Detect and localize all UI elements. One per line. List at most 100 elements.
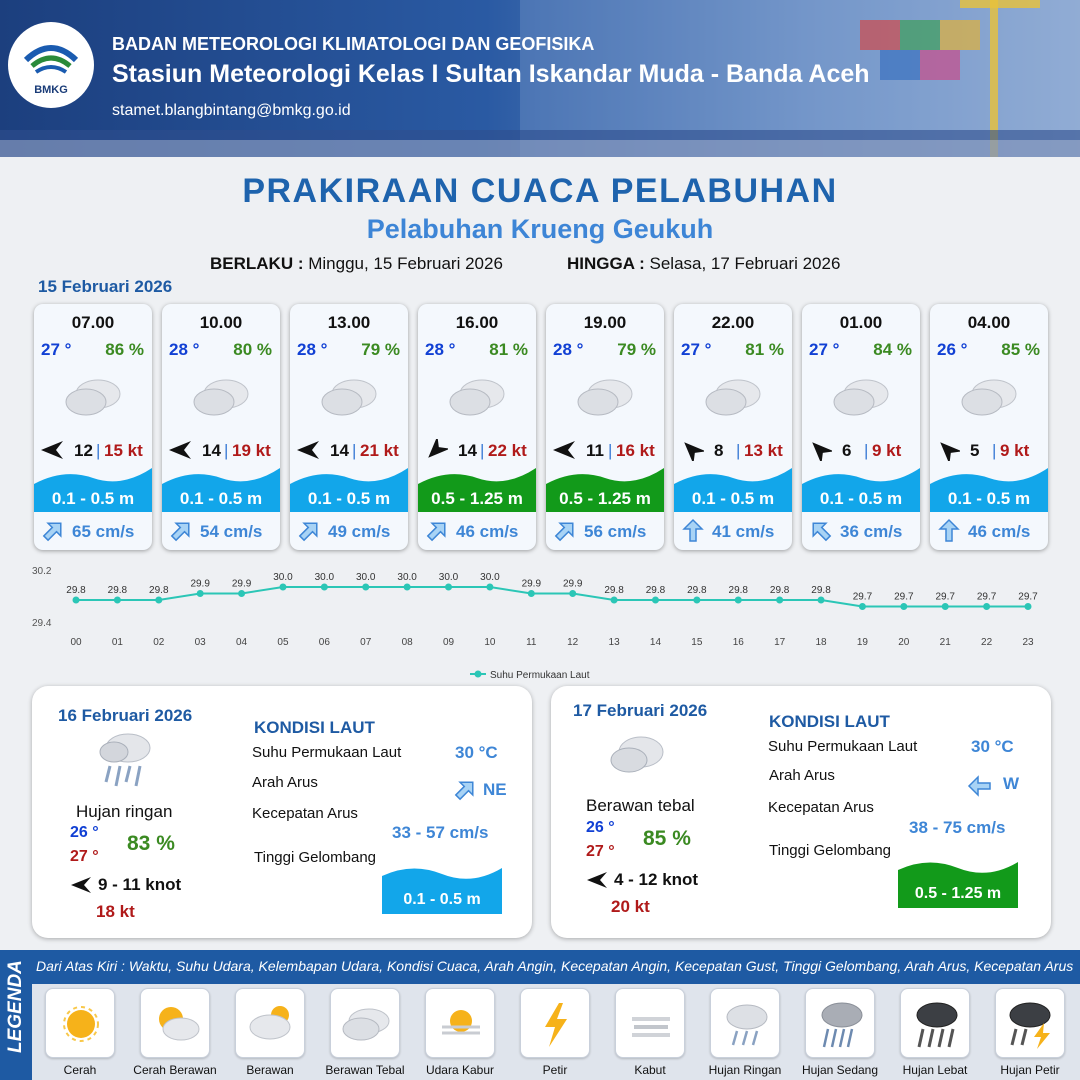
valid-to: HINGGA : Selasa, 17 Februari 2026 [567,254,840,274]
x-tick-label: 23 [1022,637,1034,648]
legend-icon-box [995,988,1065,1058]
x-tick-label: 19 [857,637,869,648]
x-tick-label: 05 [277,637,289,648]
x-tick-label: 21 [940,637,952,648]
valid-from-value: Minggu, 15 Februari 2026 [308,254,503,273]
fog-icon [632,1017,670,1037]
sst-data-label: 30.0 [480,572,500,583]
sunny-icon [63,1006,99,1042]
forecast-time: 13.00 [327,313,371,332]
forecast-wind: 6 | 9 kt [808,439,914,461]
legend-item: Kabut [605,988,695,1077]
x-tick-label: 15 [691,637,703,648]
sst-data-label: 29.8 [687,585,707,596]
forecast-temp: 27 ° [41,340,72,359]
current-arrow-icon [682,518,704,542]
legend-label: Kabut [634,1063,666,1077]
legend-icon-box [45,988,115,1058]
current-arrow-icon [170,522,190,542]
x-tick-label: 09 [443,637,455,648]
sst-data-label: 29.8 [66,585,86,596]
day2-date: 16 Februari 2026 [58,706,193,725]
legend-icon-box [330,988,400,1058]
day3-current-speed: 38 - 75 cm/s [909,818,1006,837]
forecast-wind: 5 | 9 kt [936,439,1042,461]
forecast-temp: 28 ° [169,340,200,359]
day3-date: 17 Februari 2026 [573,701,708,720]
legend-band [32,950,1080,984]
cloudy-icon [961,379,1017,416]
current-speed: 41 cm/s [712,522,775,541]
chart-legend-label: Suhu Permukaan Laut [490,670,590,681]
legend-label: Petir [542,1063,568,1077]
forecast-card: 01.00 27 ° 84 % 6 | 9 kt 0.1 - 0.5 m 36 … [802,304,920,550]
sst-data-point [362,583,370,591]
x-tick-label: 06 [319,637,331,648]
legend-icon-box [710,988,780,1058]
wind-arrow-icon [940,442,960,461]
sst-data-label: 29.8 [604,585,624,596]
current-speed: 56 cm/s [584,522,647,541]
current-speed: 46 cm/s [968,522,1031,541]
day3-temp-min: 26 ° [586,819,615,836]
forecast-card: 19.00 28 ° 79 % 11 | 16 kt 0.5 - 1.25 m … [546,304,664,550]
legend-label: Cerah Berawan [133,1063,217,1077]
forecast-wind: 12 | 15 kt [40,439,146,461]
day2-temp-min: 26 ° [70,824,99,841]
day3-sst-label: Suhu Permukaan Laut [768,738,918,755]
current-arrow-icon [426,522,446,542]
lightning-icon [545,1003,567,1047]
cloudy-icon [833,379,889,416]
sst-data-label: 30.0 [356,572,376,583]
thunderstorm-icon [1009,1002,1051,1049]
day2-sea-title: KONDISI LAUT [254,718,375,737]
agency-name: BADAN METEOROLOGI KLIMATOLOGI DAN GEOFIS… [112,34,595,54]
wind-separator: | [608,441,613,460]
forecast-current: 56 cm/s [546,516,664,546]
forecast-card: 10.00 28 ° 80 % 14 | 19 kt 0.1 - 0.5 m 5… [162,304,280,550]
wind-arrow-icon [684,442,704,461]
x-tick-label: 12 [567,637,579,648]
day2-current-speed-label: Kecepatan Arus [252,805,358,822]
forecast-card: 04.00 26 ° 85 % 5 | 9 kt 0.1 - 0.5 m 46 … [930,304,1048,550]
legend-label: Hujan Sedang [801,1063,879,1077]
wave-graphic [898,862,1018,908]
legend-item: Hujan Lebat [890,988,980,1077]
x-tick-label: 10 [484,637,496,648]
forecast-wind: 11 | 16 kt [552,439,658,461]
legend-title: LEGENDA [5,960,26,1053]
forecast-humidity: 79 % [617,340,656,359]
day2-wind: 9 - 11 knot [98,875,182,894]
sst-data-label: 30.0 [273,572,293,583]
day2-gust: 18 kt [96,902,135,921]
sst-data-point [403,583,411,591]
day3-sea-title: KONDISI LAUT [769,712,890,731]
contact-email[interactable]: stamet.blangbintang@bmkg.go.id [112,102,351,119]
port-illustration [0,0,1080,157]
forecast-card: 16.00 28 ° 81 % 14 | 22 kt 0.5 - 1.25 m … [418,304,536,550]
moderate-rain-icon [821,1002,863,1048]
current-speed: 46 cm/s [456,522,519,541]
day3-temp-max: 27 ° [586,843,615,860]
valid-to-label: HINGGA : [567,254,645,273]
sst-data-point [72,596,80,604]
wave-height: 0.1 - 0.5 m [691,489,775,508]
legend-description: Dari Atas Kiri : Waktu, Suhu Udara, Kele… [36,958,1074,974]
sst-data-label: 29.8 [770,585,790,596]
sst-data-label: 29.9 [563,579,583,590]
day3-panel: 17 Februari 2026 Berawan tebal 26 ° 27 °… [551,686,1051,938]
day2-current-dir: NE [483,780,507,799]
forecast-current: 41 cm/s [674,516,792,546]
current-arrow-icon [938,518,960,542]
wind-arrow-icon [41,441,63,459]
legend-swatch-dot [474,670,482,678]
wind-separator: | [480,441,485,460]
day3-condition: Berawan tebal [586,796,695,815]
sst-data-point [320,583,328,591]
wave-height: 0.1 - 0.5 m [819,489,903,508]
sst-data-label: 29.8 [646,585,666,596]
y-tick-label: 29.4 [32,618,52,629]
sst-data-point [651,596,659,604]
port-name: Pelabuhan Krueng Geukuh [366,214,714,244]
forecast-temp: 26 ° [937,340,968,359]
